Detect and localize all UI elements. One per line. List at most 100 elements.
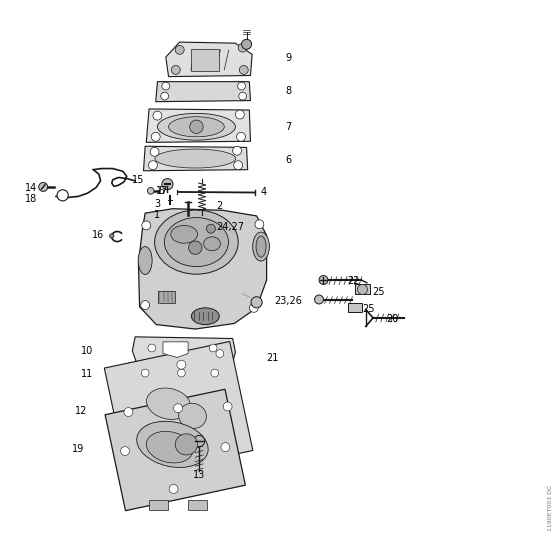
Text: 7: 7	[286, 122, 292, 132]
Polygon shape	[127, 363, 234, 383]
Circle shape	[221, 443, 230, 451]
Circle shape	[216, 349, 224, 357]
Ellipse shape	[175, 434, 198, 455]
Ellipse shape	[155, 149, 236, 168]
Text: 16: 16	[92, 230, 105, 240]
Ellipse shape	[171, 225, 198, 243]
Circle shape	[142, 221, 151, 230]
Ellipse shape	[138, 246, 152, 274]
Circle shape	[202, 223, 212, 233]
Text: 9: 9	[286, 53, 292, 63]
Bar	[149, 500, 168, 510]
Text: 8: 8	[286, 86, 292, 96]
Bar	[191, 49, 219, 71]
Circle shape	[162, 179, 173, 190]
Circle shape	[209, 344, 217, 352]
Polygon shape	[143, 146, 248, 171]
Polygon shape	[156, 82, 250, 102]
Polygon shape	[163, 342, 188, 357]
Polygon shape	[146, 109, 250, 142]
Circle shape	[147, 188, 154, 194]
Ellipse shape	[192, 308, 220, 325]
Text: 25: 25	[362, 304, 375, 314]
Circle shape	[141, 301, 150, 310]
Text: 10: 10	[81, 346, 94, 356]
Text: 17: 17	[156, 186, 169, 196]
Ellipse shape	[357, 284, 367, 295]
Circle shape	[239, 66, 248, 74]
Ellipse shape	[253, 232, 269, 261]
Circle shape	[238, 43, 247, 52]
Circle shape	[170, 449, 179, 457]
Circle shape	[150, 147, 159, 156]
Circle shape	[232, 146, 241, 155]
Ellipse shape	[256, 236, 266, 257]
Bar	[158, 291, 175, 303]
Circle shape	[153, 111, 162, 120]
Bar	[348, 304, 362, 312]
Circle shape	[319, 276, 328, 284]
Text: 15: 15	[132, 175, 144, 185]
Circle shape	[161, 92, 169, 100]
Ellipse shape	[147, 388, 190, 419]
Polygon shape	[166, 42, 252, 77]
Circle shape	[175, 45, 184, 54]
Circle shape	[177, 360, 186, 369]
Polygon shape	[138, 209, 267, 329]
Circle shape	[234, 161, 242, 170]
Ellipse shape	[146, 431, 193, 463]
Ellipse shape	[165, 218, 228, 267]
Text: 21: 21	[266, 353, 278, 363]
Circle shape	[251, 297, 262, 308]
Bar	[354, 284, 370, 295]
Circle shape	[162, 82, 170, 90]
Circle shape	[148, 344, 156, 352]
Text: 1190ET003 DC: 1190ET003 DC	[548, 484, 553, 531]
Text: 18: 18	[25, 194, 38, 204]
Text: 24,27: 24,27	[216, 222, 244, 231]
Circle shape	[189, 241, 202, 254]
Circle shape	[211, 369, 219, 377]
Circle shape	[110, 234, 114, 238]
Ellipse shape	[157, 113, 235, 140]
Text: 14: 14	[25, 183, 38, 193]
Circle shape	[249, 304, 258, 312]
Circle shape	[124, 408, 133, 417]
Text: 25: 25	[372, 287, 385, 297]
Text: 12: 12	[76, 406, 88, 416]
Polygon shape	[105, 389, 245, 511]
Ellipse shape	[155, 210, 238, 274]
Text: 23,26: 23,26	[274, 296, 302, 306]
Circle shape	[223, 402, 232, 411]
Circle shape	[315, 295, 324, 304]
Text: 13: 13	[193, 470, 206, 480]
Ellipse shape	[204, 237, 221, 251]
Text: 11: 11	[81, 368, 94, 379]
Circle shape	[178, 369, 185, 377]
Text: 6: 6	[286, 155, 292, 165]
Circle shape	[171, 66, 180, 74]
Circle shape	[237, 82, 245, 90]
Circle shape	[236, 132, 245, 141]
Circle shape	[239, 92, 246, 100]
Circle shape	[241, 39, 251, 49]
Circle shape	[151, 132, 160, 141]
Text: 20: 20	[386, 314, 398, 324]
Polygon shape	[132, 337, 235, 363]
Polygon shape	[104, 342, 253, 477]
Ellipse shape	[169, 116, 224, 137]
Text: 4: 4	[260, 187, 267, 197]
Ellipse shape	[137, 421, 208, 468]
Circle shape	[39, 183, 48, 192]
Circle shape	[141, 369, 149, 377]
Circle shape	[194, 436, 205, 447]
Text: 1: 1	[154, 211, 160, 221]
Text: 5: 5	[158, 186, 164, 196]
Circle shape	[57, 190, 68, 201]
Circle shape	[190, 120, 203, 133]
Circle shape	[169, 484, 178, 493]
Text: 22: 22	[347, 276, 360, 286]
Circle shape	[148, 161, 157, 170]
Bar	[188, 500, 207, 510]
Circle shape	[174, 404, 183, 413]
